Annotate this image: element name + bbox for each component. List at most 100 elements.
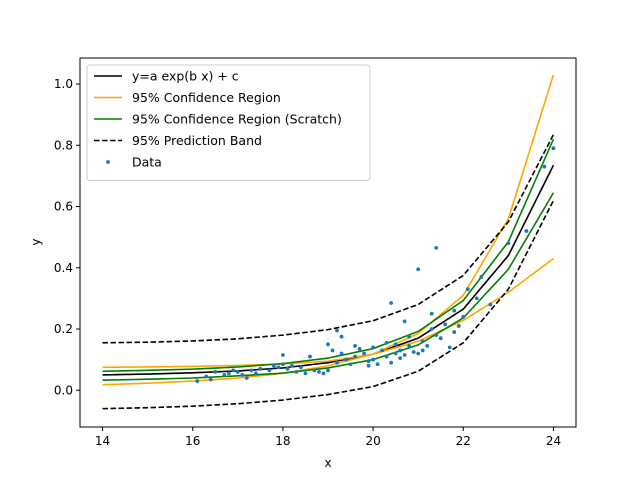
data-point (420, 348, 425, 353)
y-tick-label: 0.6 (54, 200, 73, 214)
data-point (344, 357, 348, 362)
data-point (389, 360, 394, 365)
data-point (434, 245, 439, 250)
x-tick-label: 14 (95, 434, 110, 448)
data-point (542, 164, 547, 169)
data-point (465, 287, 470, 292)
data-point (326, 368, 330, 373)
x-tick-label: 20 (365, 434, 380, 448)
x-axis: 14 16 18 20 22 24 (95, 427, 561, 448)
legend-box (86, 64, 371, 181)
data-point (353, 343, 357, 348)
x-tick-label: 18 (275, 434, 290, 448)
data-point (348, 362, 353, 367)
data-point (281, 353, 285, 357)
data-point (253, 371, 258, 376)
data-point (393, 342, 398, 347)
data-point (208, 377, 213, 382)
data-point (240, 373, 245, 377)
data-point (285, 366, 290, 371)
data-point (506, 241, 511, 246)
y-axis: 0.0 0.2 0.4 0.6 0.8 1.0 (54, 77, 80, 397)
data-point (461, 314, 466, 319)
data-point (366, 363, 371, 368)
data-point (398, 348, 403, 353)
data-point (447, 345, 452, 350)
data-point (222, 373, 227, 377)
data-point (258, 366, 263, 371)
data-point (402, 353, 407, 357)
data-point (398, 356, 403, 360)
data-point (335, 360, 339, 365)
series-line-2 (102, 257, 554, 369)
legend-label: 95% Prediction Band (132, 133, 262, 148)
data-point (407, 343, 412, 348)
data-point (308, 354, 312, 359)
data-point (371, 357, 375, 362)
data-point (276, 365, 281, 370)
series-line-4 (102, 192, 555, 381)
x-tick-label: 22 (456, 434, 471, 448)
data-point (294, 369, 299, 374)
data-point (551, 146, 556, 151)
data-point (371, 345, 375, 350)
series-line-3 (102, 138, 555, 373)
data-point (402, 319, 407, 324)
data-point (452, 330, 457, 334)
x-axis-label: x (324, 456, 331, 470)
data-point (231, 368, 236, 373)
y-tick-label: 0.2 (54, 322, 73, 336)
y-tick-label: 0.8 (54, 138, 73, 152)
data-point (303, 371, 308, 376)
x-tick-label: 16 (185, 434, 200, 448)
data-point (249, 368, 254, 373)
data-point (353, 354, 357, 359)
legend: y=a exp(b x) + c 95% Confidence Region 95%… (86, 64, 371, 181)
data-point (339, 334, 344, 339)
data-point (330, 348, 335, 353)
data-point (226, 371, 231, 376)
data-point (429, 311, 434, 316)
data-point (438, 336, 443, 341)
data-point (299, 365, 303, 370)
legend-label: Data (132, 155, 162, 170)
data-point (479, 275, 484, 279)
data-point (488, 302, 493, 307)
data-point (339, 351, 344, 356)
data-point (420, 339, 425, 344)
data-point (195, 379, 200, 383)
data-point (380, 348, 385, 353)
data-point (312, 368, 317, 373)
data-point (407, 334, 412, 339)
data-point (456, 324, 461, 328)
data-point (290, 363, 294, 368)
data-point (434, 333, 439, 338)
data-point (271, 363, 276, 368)
data-point (281, 362, 285, 367)
legend-label: 95% Confidence Region (132, 90, 281, 105)
series-layer (102, 74, 555, 410)
scatter-layer (195, 146, 556, 383)
data-point (375, 362, 380, 367)
series-line-1 (102, 74, 555, 386)
series-line-6 (102, 200, 555, 410)
data-point (357, 347, 362, 351)
legend-label: 95% Confidence Region (Scratch) (132, 112, 342, 127)
data-point (389, 301, 394, 305)
data-point (213, 369, 218, 374)
data-point (411, 350, 416, 354)
series-line-5 (102, 134, 555, 344)
series-line-0 (102, 164, 555, 376)
x-tick-label: 24 (546, 434, 561, 448)
y-axis-label: y (29, 238, 43, 245)
data-point (317, 369, 321, 374)
data-point (474, 296, 479, 301)
legend-label: y=a exp(b x) + c (132, 69, 239, 84)
data-point (416, 267, 421, 272)
legend-swatch (106, 160, 110, 164)
y-tick-label: 1.0 (54, 77, 73, 91)
data-point (235, 369, 240, 374)
plot-frame (79, 57, 577, 428)
data-point (416, 351, 421, 356)
